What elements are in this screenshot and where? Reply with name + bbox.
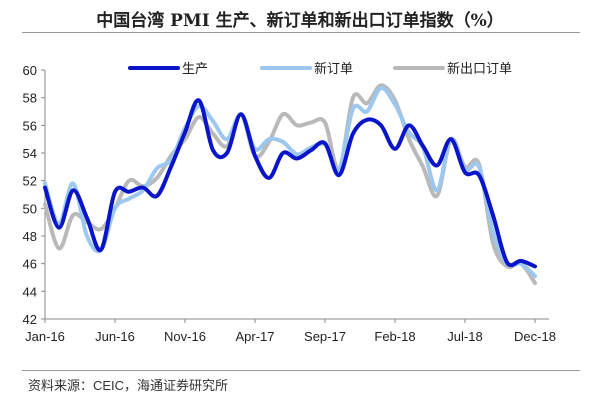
line-chart: 42 44 46 48 50 52 54 56 58 60 Jan-16 Jun-16 Nov-16 Ap… bbox=[23, 61, 556, 344]
legend-label: 新出口订单 bbox=[447, 61, 512, 76]
y-tick-label: 42 bbox=[23, 312, 37, 327]
x-tick-label: Feb-18 bbox=[374, 329, 415, 344]
x-tick-label: Nov-16 bbox=[164, 329, 206, 344]
x-tick-label: Jun-16 bbox=[95, 329, 135, 344]
y-tick-label: 44 bbox=[23, 284, 37, 299]
y-tick-label: 46 bbox=[23, 257, 37, 272]
x-tick-label: Jan-16 bbox=[25, 329, 65, 344]
y-tick-label: 48 bbox=[23, 229, 37, 244]
top-divider bbox=[22, 32, 580, 33]
series-line-production bbox=[43, 98, 537, 269]
x-tick-label: Dec-18 bbox=[514, 329, 556, 344]
chart-title: 中国台湾 PMI 生产、新订单和新出口订单指数（%） bbox=[96, 11, 504, 31]
y-tick-label: 58 bbox=[23, 91, 37, 106]
legend-label: 新订单 bbox=[314, 61, 353, 76]
y-tick-label: 52 bbox=[23, 174, 37, 189]
bottom-divider bbox=[22, 370, 580, 371]
y-tick-label: 54 bbox=[23, 146, 37, 161]
source-note: 资料来源：CEIC，海通证券研究所 bbox=[28, 378, 229, 393]
y-tick-label: 56 bbox=[23, 118, 37, 133]
y-tick-label: 50 bbox=[23, 201, 37, 216]
y-tick-label: 60 bbox=[23, 63, 37, 78]
x-tick-label: Jul-18 bbox=[447, 329, 482, 344]
series-line-new-export-orders bbox=[43, 83, 537, 286]
x-tick-label: Sep-17 bbox=[304, 329, 346, 344]
x-tick-label: Apr-17 bbox=[235, 329, 274, 344]
legend-label: 生产 bbox=[182, 61, 208, 76]
